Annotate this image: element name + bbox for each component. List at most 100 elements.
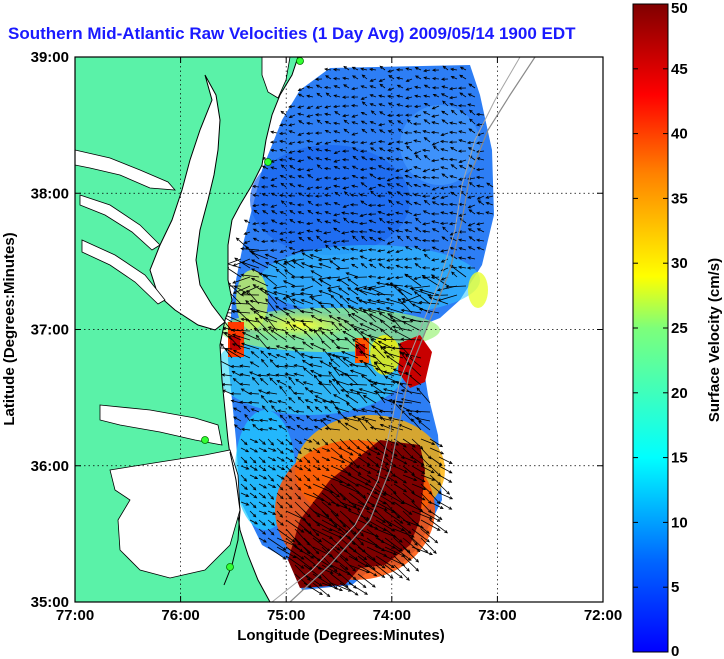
velocity-vector	[442, 226, 449, 233]
velocity-vector-head	[401, 351, 405, 356]
velocity-vector	[422, 149, 431, 152]
velocity-vector-head	[317, 318, 322, 322]
velocity-vector-head	[332, 219, 337, 223]
velocity-vector-head	[395, 140, 400, 144]
velocity-vector	[346, 298, 359, 305]
velocity-vector	[423, 111, 431, 116]
velocity-vector	[329, 380, 341, 395]
velocity-vector	[402, 546, 419, 563]
velocity-vector	[268, 352, 278, 359]
velocity-vector	[262, 328, 278, 341]
velocity-vector	[387, 249, 395, 254]
velocity-vector	[432, 201, 440, 206]
velocity-vector-head	[262, 467, 267, 472]
velocity-vector	[357, 546, 376, 561]
velocity-vector	[392, 347, 413, 350]
velocity-vector-head	[259, 377, 264, 382]
velocity-vector	[280, 238, 287, 242]
velocity-vector-head	[254, 449, 259, 453]
velocity-vector-head	[316, 218, 321, 223]
velocity-vector	[404, 221, 413, 224]
velocity-vector-head	[344, 336, 348, 341]
velocity-vector	[423, 168, 431, 173]
velocity-vector-head	[468, 83, 473, 87]
velocity-vector	[397, 191, 404, 197]
velocity-vector	[252, 194, 260, 197]
colorbar-tick-label: 35	[671, 190, 688, 207]
velocity-vector	[307, 105, 314, 109]
velocity-vector	[410, 319, 431, 323]
velocity-vector-head	[231, 301, 235, 305]
velocity-vector	[420, 474, 435, 481]
velocity-vector	[361, 235, 368, 242]
velocity-vector	[339, 555, 356, 572]
velocity-vector-head	[403, 220, 408, 225]
velocity-vector-head	[325, 75, 329, 79]
velocity-vector	[397, 103, 404, 107]
velocity-vector-head	[328, 361, 333, 366]
velocity-vector-head	[342, 139, 346, 144]
velocity-vector	[357, 555, 376, 570]
velocity-vector	[262, 165, 269, 170]
velocity-vector	[241, 274, 260, 278]
velocity-vector-head	[263, 485, 267, 489]
velocity-vector	[351, 263, 359, 269]
velocity-vector-head	[278, 158, 283, 162]
velocity-vector	[431, 114, 440, 118]
velocity-vector-head	[439, 443, 444, 448]
velocity-vector	[375, 474, 390, 481]
velocity-vector	[375, 546, 397, 555]
velocity-vector-head	[376, 194, 381, 198]
velocity-vector	[413, 213, 422, 216]
velocity-vector-head	[360, 111, 365, 115]
velocity-vector	[277, 400, 287, 404]
velocity-vector-head	[403, 444, 407, 448]
velocity-vector	[252, 204, 260, 207]
velocity-vector	[441, 258, 449, 263]
velocity-vector-head	[349, 230, 354, 234]
velocity-vector	[384, 483, 397, 494]
velocity-vector-head	[301, 252, 306, 256]
velocity-vector	[323, 240, 332, 243]
velocity-vector-head	[419, 445, 424, 450]
velocity-vector-head	[342, 186, 347, 190]
velocity-vector-head	[394, 176, 399, 180]
velocity-vector-head	[239, 373, 244, 377]
velocity-vector	[306, 132, 314, 135]
velocity-vector-head	[341, 246, 346, 250]
velocity-vector	[458, 266, 467, 269]
velocity-vector	[378, 184, 386, 188]
velocity-vector-head	[397, 298, 402, 302]
velocity-vector	[325, 186, 332, 190]
velocity-vector-head	[395, 68, 400, 72]
velocity-vector	[320, 419, 332, 431]
velocity-vector	[322, 348, 332, 359]
velocity-vector-head	[423, 253, 428, 258]
velocity-vector-head	[372, 584, 376, 588]
velocity-vector	[258, 501, 267, 507]
velocity-vector-head	[449, 95, 453, 100]
velocity-vector-head	[347, 507, 352, 511]
velocity-vector-head	[268, 313, 273, 317]
velocity-vector-head	[449, 232, 454, 236]
velocity-vector-head	[272, 484, 277, 488]
velocity-vector-head	[307, 485, 312, 489]
velocity-vector	[451, 110, 458, 116]
velocity-vector	[379, 129, 386, 134]
velocity-vector-head	[316, 449, 321, 454]
velocity-vector-head	[343, 191, 348, 195]
velocity-vector	[231, 365, 242, 368]
velocity-vector-head	[423, 69, 427, 73]
velocity-vector	[415, 417, 431, 422]
velocity-vector-head	[421, 238, 426, 243]
velocity-vector-head	[346, 298, 350, 302]
velocity-vector	[369, 263, 377, 269]
velocity-vector	[387, 177, 395, 182]
velocity-vector	[231, 400, 242, 404]
velocity-vector-head	[270, 496, 275, 500]
velocity-vector	[261, 395, 269, 404]
velocity-vector	[243, 405, 251, 413]
velocity-vector-head	[269, 377, 273, 381]
velocity-vector	[303, 510, 320, 527]
velocity-vector-head	[321, 399, 326, 403]
